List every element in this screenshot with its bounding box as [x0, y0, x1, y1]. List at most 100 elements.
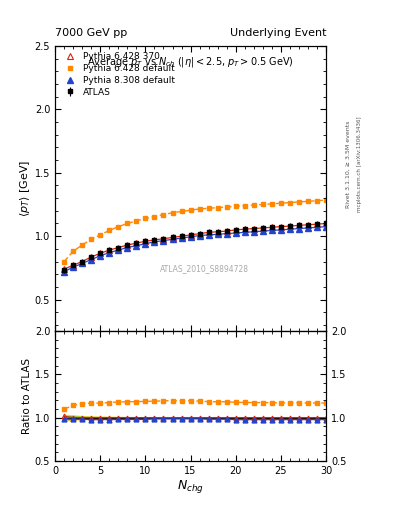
Pythia 8.308 default: [233, 230, 238, 236]
Pythia 6.428 default: [62, 259, 66, 265]
Pythia 6.428 370: [161, 236, 166, 242]
Line: Pythia 8.308 default: Pythia 8.308 default: [61, 224, 329, 274]
Text: Rivet 3.1.10, ≥ 3.5M events: Rivet 3.1.10, ≥ 3.5M events: [345, 120, 350, 207]
Pythia 8.308 default: [161, 238, 166, 244]
Y-axis label: Ratio to ATLAS: Ratio to ATLAS: [22, 358, 32, 434]
Pythia 6.428 default: [297, 199, 301, 205]
Pythia 6.428 370: [279, 224, 283, 230]
Text: mcplots.cern.ch [arXiv:1306.3436]: mcplots.cern.ch [arXiv:1306.3436]: [357, 116, 362, 211]
Pythia 6.428 370: [107, 247, 112, 253]
Pythia 6.428 370: [197, 230, 202, 237]
Pythia 8.308 default: [261, 228, 265, 234]
Pythia 8.308 default: [279, 227, 283, 233]
Line: Pythia 6.428 default: Pythia 6.428 default: [62, 198, 329, 264]
Y-axis label: $\langle p_T \rangle$ [GeV]: $\langle p_T \rangle$ [GeV]: [18, 160, 32, 217]
Pythia 6.428 370: [62, 266, 66, 272]
Pythia 8.308 default: [179, 235, 184, 241]
Pythia 6.428 default: [233, 203, 238, 209]
X-axis label: $N_{chg}$: $N_{chg}$: [177, 478, 204, 496]
Pythia 6.428 default: [279, 200, 283, 206]
Pythia 6.428 370: [297, 222, 301, 228]
Pythia 6.428 default: [324, 197, 329, 203]
Pythia 6.428 370: [270, 224, 274, 230]
Text: Average $p_T$ vs $N_{ch}$ ($|\eta| < 2.5$, $p_T > 0.5$ GeV): Average $p_T$ vs $N_{ch}$ ($|\eta| < 2.5…: [87, 55, 294, 69]
Pythia 6.428 default: [89, 236, 94, 242]
Pythia 8.308 default: [297, 225, 301, 231]
Pythia 6.428 370: [215, 229, 220, 235]
Pythia 8.308 default: [315, 224, 320, 230]
Pythia 6.428 default: [252, 202, 256, 208]
Pythia 6.428 370: [170, 234, 175, 241]
Pythia 8.308 default: [170, 236, 175, 242]
Legend: Pythia 6.428 370, Pythia 6.428 default, Pythia 8.308 default, ATLAS: Pythia 6.428 370, Pythia 6.428 default, …: [59, 51, 177, 98]
Pythia 6.428 370: [89, 254, 94, 260]
Pythia 8.308 default: [107, 249, 112, 255]
Pythia 6.428 default: [179, 208, 184, 215]
Pythia 6.428 default: [98, 232, 103, 238]
Pythia 8.308 default: [324, 224, 329, 230]
Pythia 8.308 default: [224, 230, 229, 237]
Pythia 6.428 370: [315, 221, 320, 227]
Pythia 6.428 370: [324, 220, 329, 226]
Pythia 6.428 default: [270, 201, 274, 207]
Pythia 6.428 default: [143, 216, 148, 222]
Text: Underlying Event: Underlying Event: [230, 28, 326, 38]
Pythia 6.428 default: [197, 206, 202, 212]
Pythia 6.428 370: [188, 232, 193, 238]
Pythia 6.428 370: [261, 225, 265, 231]
Pythia 8.308 default: [288, 226, 292, 232]
Pythia 6.428 default: [215, 205, 220, 211]
Pythia 6.428 default: [152, 214, 157, 220]
Pythia 6.428 default: [188, 207, 193, 214]
Pythia 6.428 default: [242, 203, 247, 209]
Pythia 6.428 default: [71, 248, 75, 254]
Pythia 6.428 default: [80, 242, 84, 248]
Pythia 8.308 default: [89, 257, 94, 263]
Pythia 6.428 default: [224, 204, 229, 210]
Pythia 8.308 default: [125, 245, 130, 251]
Pythia 6.428 370: [80, 259, 84, 265]
Pythia 8.308 default: [306, 225, 310, 231]
Pythia 8.308 default: [134, 243, 139, 249]
Pythia 6.428 default: [107, 227, 112, 233]
Pythia 6.428 default: [170, 209, 175, 216]
Pythia 6.428 370: [288, 223, 292, 229]
Pythia 8.308 default: [116, 247, 121, 253]
Pythia 8.308 default: [197, 232, 202, 239]
Pythia 6.428 default: [261, 201, 265, 207]
Pythia 8.308 default: [215, 231, 220, 238]
Pythia 6.428 370: [134, 240, 139, 246]
Pythia 6.428 default: [161, 211, 166, 218]
Pythia 6.428 default: [288, 200, 292, 206]
Pythia 8.308 default: [252, 229, 256, 235]
Pythia 6.428 370: [125, 242, 130, 248]
Line: Pythia 6.428 370: Pythia 6.428 370: [61, 221, 329, 272]
Pythia 6.428 370: [306, 222, 310, 228]
Pythia 8.308 default: [270, 227, 274, 233]
Pythia 8.308 default: [188, 233, 193, 240]
Pythia 6.428 370: [206, 229, 211, 236]
Pythia 6.428 default: [315, 198, 320, 204]
Pythia 6.428 default: [125, 220, 130, 226]
Pythia 8.308 default: [152, 239, 157, 245]
Pythia 6.428 370: [233, 227, 238, 233]
Pythia 6.428 370: [152, 237, 157, 243]
Pythia 6.428 370: [116, 245, 121, 251]
Pythia 8.308 default: [62, 269, 66, 275]
Pythia 6.428 default: [306, 198, 310, 204]
Pythia 8.308 default: [206, 232, 211, 238]
Pythia 6.428 default: [206, 205, 211, 211]
Pythia 8.308 default: [80, 260, 84, 266]
Pythia 6.428 370: [143, 238, 148, 244]
Pythia 6.428 370: [71, 262, 75, 268]
Pythia 8.308 default: [143, 241, 148, 247]
Text: ATLAS_2010_S8894728: ATLAS_2010_S8894728: [160, 264, 249, 273]
Pythia 6.428 370: [224, 228, 229, 234]
Pythia 6.428 370: [98, 250, 103, 257]
Pythia 6.428 370: [252, 225, 256, 231]
Pythia 8.308 default: [71, 264, 75, 270]
Pythia 6.428 370: [242, 226, 247, 232]
Pythia 6.428 default: [134, 218, 139, 224]
Pythia 8.308 default: [98, 253, 103, 259]
Pythia 6.428 default: [116, 224, 121, 230]
